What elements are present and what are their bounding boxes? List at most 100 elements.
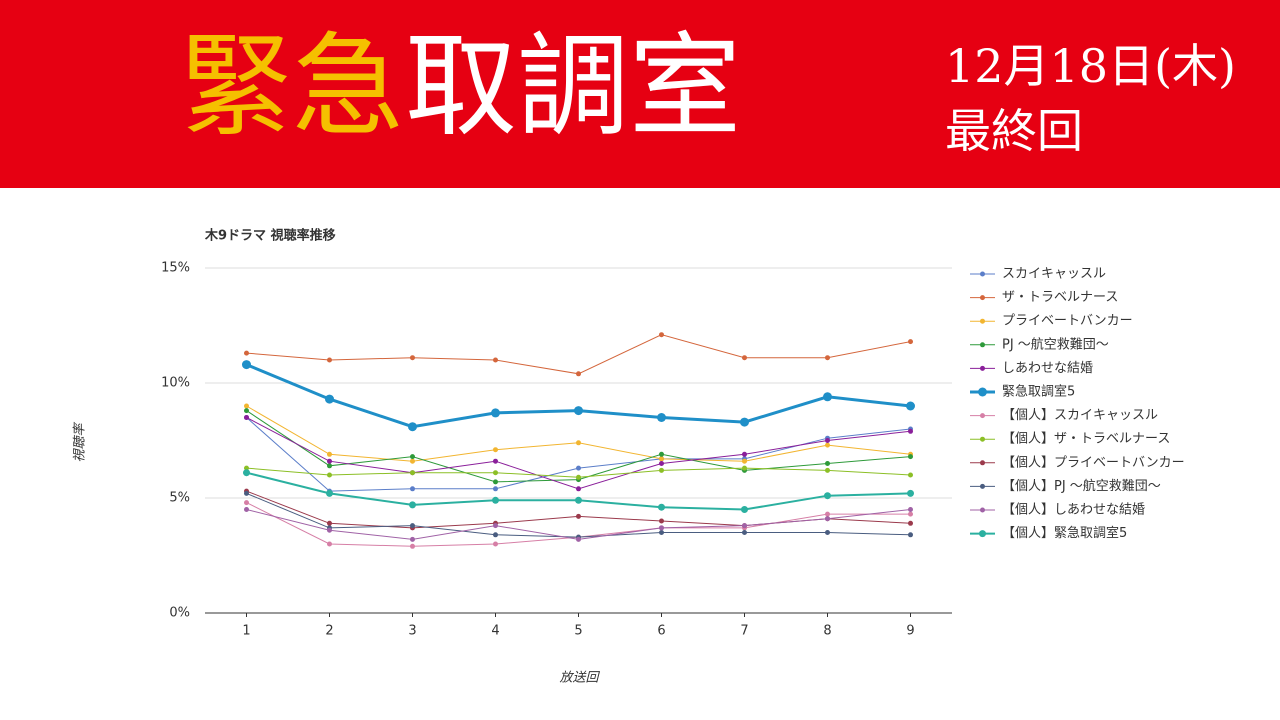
data-point <box>908 428 913 434</box>
legend-marker <box>980 436 985 442</box>
legend-label: スカイキャッスル <box>1002 267 1106 282</box>
series-line <box>246 410 911 483</box>
x-tick-label: 7 <box>740 624 748 639</box>
y-axis-label: 視聴率 <box>72 422 88 463</box>
legend-label: プライベートバンカー <box>1002 314 1133 329</box>
data-point <box>327 357 332 363</box>
data-point <box>907 489 914 497</box>
data-point <box>825 355 830 361</box>
data-point <box>908 339 913 345</box>
data-point <box>243 469 250 477</box>
note: 最終回 <box>945 104 1083 158</box>
data-point <box>574 406 583 416</box>
legend-marker <box>980 295 985 301</box>
data-point <box>410 458 415 464</box>
data-point <box>576 474 581 480</box>
y-tick-label: 0% <box>169 606 190 621</box>
y-tick-label: 5% <box>169 491 190 506</box>
x-tick-label: 5 <box>574 624 582 639</box>
data-point <box>244 490 249 496</box>
data-point <box>742 355 747 361</box>
data-point <box>410 486 415 492</box>
data-point <box>825 467 830 473</box>
data-point <box>825 511 830 517</box>
data-point <box>908 532 913 538</box>
data-point <box>576 536 581 542</box>
y-tick-label: 15% <box>161 261 190 276</box>
data-point <box>244 350 249 356</box>
data-point <box>740 417 749 427</box>
legend-label: 【個人】ザ・トラベルナース <box>1002 432 1170 447</box>
data-point <box>657 413 666 422</box>
data-point <box>742 523 747 529</box>
x-tick-label: 9 <box>906 624 914 639</box>
data-point <box>410 543 415 549</box>
data-point <box>825 516 830 522</box>
data-point <box>908 454 913 460</box>
legend-marker <box>980 483 985 489</box>
data-point <box>576 513 581 519</box>
data-point <box>244 465 249 471</box>
data-point <box>742 451 747 457</box>
x-tick-label: 6 <box>657 624 665 639</box>
legend-marker <box>980 318 985 324</box>
legend-label: PJ ～航空救難団～ <box>1002 336 1109 352</box>
data-point <box>492 496 499 504</box>
data-point <box>493 523 498 529</box>
data-point <box>327 458 332 464</box>
data-point <box>659 467 664 473</box>
data-point <box>408 422 417 432</box>
legend-label: しあわせな結婚 <box>1002 361 1093 376</box>
data-point <box>327 472 332 478</box>
data-point <box>327 527 332 533</box>
data-point <box>493 470 498 476</box>
data-point <box>410 454 415 460</box>
data-point <box>576 371 581 377</box>
legend-marker <box>980 271 985 277</box>
data-point <box>493 532 498 538</box>
data-point <box>410 536 415 542</box>
x-tick-label: 2 <box>325 624 333 639</box>
data-point <box>326 489 333 497</box>
x-axis-label: 放送回 <box>559 671 600 686</box>
title-rest: 取調室 <box>405 22 741 152</box>
x-tick-label: 8 <box>823 624 831 639</box>
data-point <box>493 479 498 485</box>
data-point <box>659 461 664 466</box>
x-tick-label: 3 <box>408 624 416 639</box>
data-point <box>325 394 334 404</box>
data-point <box>659 332 664 338</box>
data-point <box>825 530 830 535</box>
legend-marker <box>979 530 986 538</box>
legend-label: 【個人】スカイキャッスル <box>1002 408 1158 423</box>
data-point <box>825 438 830 443</box>
data-point <box>244 415 249 420</box>
legend-label: ザ・トラベルナース <box>1002 290 1118 305</box>
banner: 緊急 取調室 12月18日(木) 最終回 <box>0 0 1280 188</box>
data-point <box>742 465 747 471</box>
data-point <box>659 525 664 531</box>
legend-label: 【個人】プライベートバンカー <box>1002 455 1185 470</box>
legend-marker <box>980 365 985 371</box>
chart: 木9ドラマ 視聴率推移 視聴率 放送回 0% 5% 10% 15% 1 2 3 4 5 6 7 8 9 ス… <box>72 228 1185 686</box>
data-point <box>327 541 332 547</box>
data-point <box>575 496 582 504</box>
data-point <box>659 530 664 535</box>
series-line <box>246 334 911 375</box>
data-point <box>244 500 249 506</box>
chart-title: 木9ドラマ 視聴率推移 <box>204 228 336 244</box>
data-point <box>659 456 664 462</box>
data-point <box>410 523 415 529</box>
data-point <box>410 470 415 476</box>
y-tick-label: 10% <box>161 376 190 391</box>
x-tick-label: 4 <box>491 624 499 639</box>
data-point <box>327 520 332 526</box>
data-point <box>491 408 500 418</box>
data-point <box>659 451 664 457</box>
data-point <box>576 486 581 492</box>
legend-marker <box>978 387 987 397</box>
legend-label: 【個人】PJ ～航空救難団～ <box>1002 478 1161 494</box>
data-point <box>825 461 830 466</box>
legend-label: 緊急取調室5 <box>1002 384 1075 400</box>
